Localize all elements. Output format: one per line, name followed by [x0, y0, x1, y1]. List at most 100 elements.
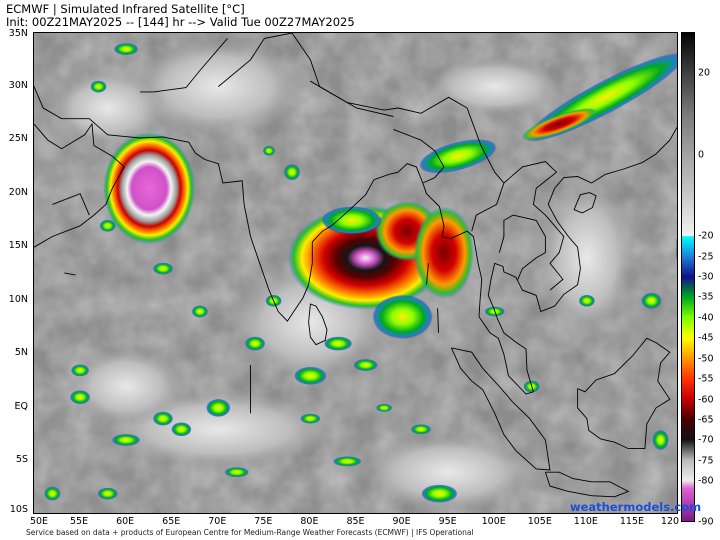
- longitude-label: 115E: [619, 516, 644, 527]
- convective-cell: [114, 43, 139, 56]
- latitude-label: 20N: [8, 186, 28, 198]
- latitude-label: EQ: [14, 400, 28, 412]
- convective-cell: [284, 164, 300, 181]
- border-india-east: [393, 128, 445, 184]
- coastlines: [34, 33, 677, 498]
- latitude-label: 15N: [8, 240, 28, 252]
- convective-cell: [90, 80, 107, 93]
- convective-cell: [652, 430, 669, 450]
- map-title: ECMWF | Simulated Infrared Satellite [°C…: [6, 2, 245, 16]
- colorbar-label: -45: [698, 332, 714, 344]
- cloud-sheet: [536, 177, 637, 338]
- convective-cell: [97, 487, 118, 500]
- cloud-sheet: [47, 68, 168, 148]
- coastline-socotra: [64, 272, 76, 276]
- latitude-label: 25N: [8, 133, 28, 145]
- longitude-label: 90E: [392, 516, 411, 527]
- latitude-label: 10N: [8, 293, 28, 305]
- convective-cell: [224, 467, 249, 478]
- convective-cell: [153, 262, 173, 275]
- convective-cell: [245, 336, 266, 351]
- satellite-map-svg: [34, 33, 677, 513]
- convective-cell: [376, 403, 393, 412]
- convective-cell: [44, 486, 61, 501]
- convective-band: [321, 206, 382, 235]
- longitude-label: 105E: [527, 516, 552, 527]
- longitude-label: 70E: [208, 516, 227, 527]
- convective-cell: [411, 424, 431, 435]
- longitude-label: 85E: [346, 516, 365, 527]
- border-oman-yemen: [52, 193, 90, 216]
- longitude-label: 80E: [300, 516, 319, 527]
- convective-cell: [191, 305, 208, 318]
- longitude-label: 110E: [573, 516, 598, 527]
- colorbar-label: -30: [698, 271, 714, 283]
- colorbar-label: -25: [698, 251, 714, 263]
- convective-cell: [171, 422, 192, 437]
- convective-cell: [206, 398, 231, 417]
- convective-cell: [578, 294, 595, 307]
- colorbar-label: -80: [698, 475, 714, 487]
- brand-watermark[interactable]: weathermodels.com: [570, 500, 702, 514]
- convective-cell: [294, 366, 327, 385]
- colorbar-label: -50: [698, 353, 714, 365]
- latitude-label: 10S: [9, 504, 28, 515]
- convective-band: [414, 206, 474, 299]
- longitude-label: 55E: [70, 516, 89, 527]
- convective-cell: [263, 145, 275, 156]
- coastline-borneo: [577, 337, 671, 450]
- colorbar-label: -55: [698, 373, 714, 385]
- convective-band: [372, 294, 433, 339]
- border-china-nepal: [310, 80, 394, 117]
- cyclone-arabian-sea: [103, 132, 196, 245]
- longitude-label: 75E: [254, 516, 273, 527]
- colorbar-label: -75: [698, 455, 714, 467]
- colorbar-label: -90: [698, 516, 714, 528]
- longitude-label: 50E: [29, 516, 49, 527]
- convective-cell: [333, 456, 362, 467]
- convective-cell: [99, 219, 116, 232]
- border-laos-vietnam: [503, 161, 565, 291]
- map-subtitle: Init: 00Z21MAY2025 -- [144] hr --> Valid…: [6, 15, 355, 29]
- coastline-philippines: [676, 238, 677, 258]
- colorbar: [681, 32, 695, 522]
- coastline-andaman: [426, 263, 429, 285]
- convective-cell: [353, 359, 378, 371]
- colorbar-label: 20: [698, 67, 711, 79]
- footer-credit: Service based on data + products of Euro…: [26, 528, 474, 537]
- coastline-java: [544, 471, 630, 498]
- coastline-arabia: [34, 122, 125, 248]
- longitude-label: 120: [660, 516, 680, 527]
- convective-cell: [324, 336, 353, 351]
- latitude-label: 30N: [8, 79, 28, 91]
- latitude-label: 5S: [15, 454, 28, 466]
- longitude-label: 60E: [116, 516, 135, 527]
- frontal-band: [521, 107, 597, 141]
- colorbar-label: -60: [698, 394, 714, 405]
- cloud-sheet: [66, 346, 187, 427]
- colorbar-label: 0: [698, 149, 705, 160]
- colorbar-label: -35: [698, 291, 714, 303]
- colorbar-label: -40: [698, 312, 714, 324]
- latitude-label: 35N: [8, 28, 28, 39]
- longitude-label: 95E: [438, 516, 457, 527]
- convective-cell: [300, 413, 321, 424]
- longitude-label: 65E: [162, 516, 181, 527]
- convective-cell: [70, 390, 91, 405]
- coastline-nicobar: [437, 308, 439, 333]
- colorbar-label: -65: [698, 414, 714, 426]
- convective-cell: [641, 292, 662, 309]
- satellite-map: [33, 32, 678, 514]
- border-thailand-cambodia: [498, 214, 546, 280]
- convective-cell: [112, 434, 141, 446]
- frontal-band: [419, 139, 497, 174]
- coastline-hainan: [573, 192, 597, 214]
- coastline-iran-pakistan: [34, 86, 677, 395]
- colorbar-label: -20: [698, 230, 714, 242]
- convective-cell: [71, 364, 90, 377]
- cloud-layer: [44, 36, 677, 513]
- coastline-sumatra: [450, 347, 551, 471]
- latitude-label: 5N: [14, 347, 28, 359]
- coastline-sri-lanka: [308, 303, 328, 346]
- convective-cell: [421, 484, 458, 503]
